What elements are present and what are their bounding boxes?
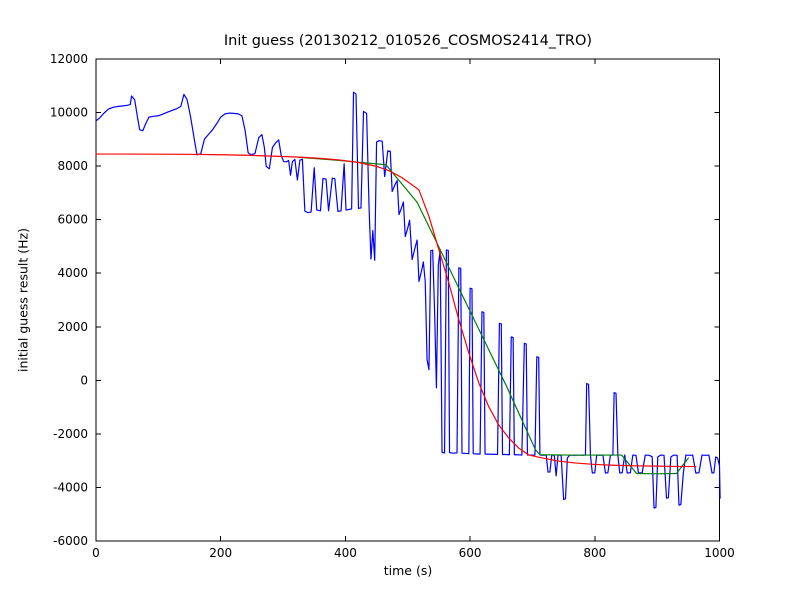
axes-frame [95, 58, 720, 542]
x-tick-label: 600 [459, 546, 482, 560]
y-tick-label: 8000 [57, 159, 88, 173]
series-initial-guess-data-line [95, 91, 721, 509]
y-tick-label: 12000 [50, 52, 88, 66]
y-tick-label: 2000 [57, 320, 88, 334]
y-tick-label: 10000 [50, 106, 88, 120]
y-tick-label: -2000 [53, 427, 88, 441]
x-tick-label: 0 [92, 546, 100, 560]
x-tick-label: 1000 [704, 546, 735, 560]
chart-title: Init guess (20130212_010526_COSMOS2414_T… [223, 33, 593, 49]
y-tick-label: 6000 [57, 213, 88, 227]
series-smoothed-guess-line [298, 156, 689, 475]
x-tick-label: 400 [334, 546, 357, 560]
series-sigmoid-fit-line [95, 153, 697, 468]
y-axis-label: initial guess result (Hz) [15, 228, 31, 372]
x-tick-label: 800 [583, 546, 606, 560]
y-tick-label: 0 [80, 373, 88, 387]
y-tick-label: -4000 [53, 480, 88, 494]
x-axis-label: time (s) [383, 563, 433, 578]
y-tick-label: -6000 [53, 534, 88, 548]
x-tick-label: 200 [209, 546, 232, 560]
y-tick-label: 4000 [57, 266, 88, 280]
